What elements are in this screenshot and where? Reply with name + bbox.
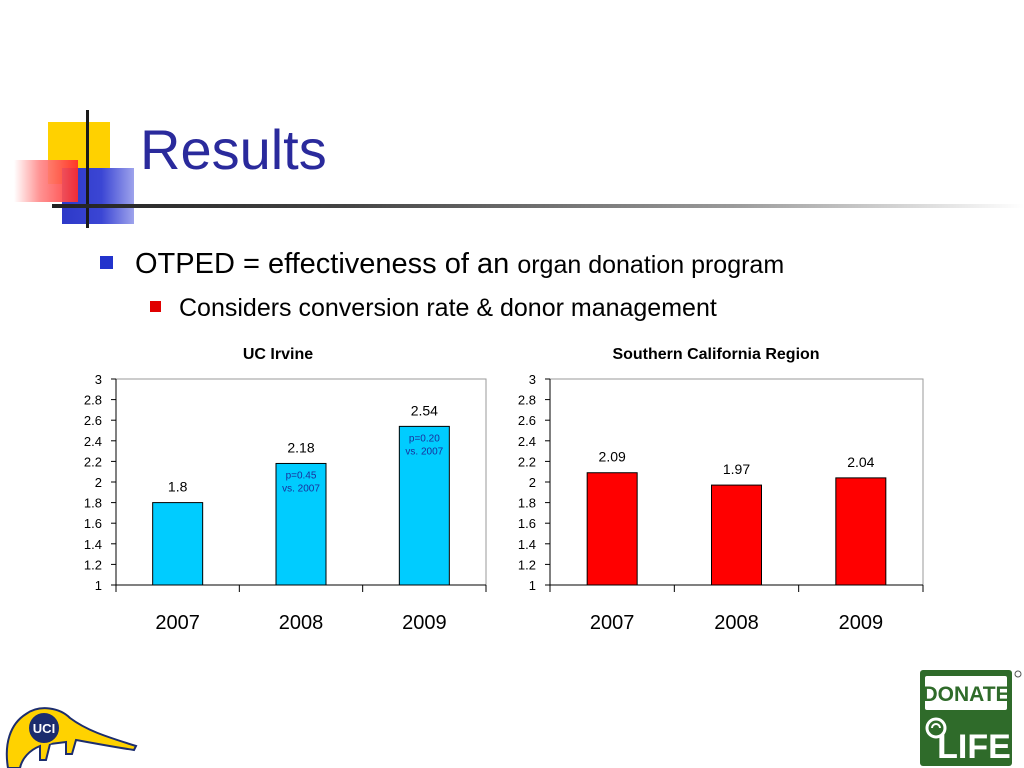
chart-1-y-tick-label: 2.2 xyxy=(84,454,102,469)
bullet-2-text: Considers conversion rate & donor manage… xyxy=(179,294,717,322)
chart-1-y-tick-label: 1.2 xyxy=(84,557,102,572)
chart-2-y-tick-label: 2.8 xyxy=(518,393,536,408)
chart-1-y-tick-label: 2.8 xyxy=(84,393,102,408)
chart-1-y-tick-label: 3 xyxy=(95,372,102,387)
chart-1-data-label: 2.18 xyxy=(287,439,314,455)
chart-2-bar xyxy=(711,484,762,586)
uci-anteater-logo: UCI xyxy=(5,707,138,768)
chart-2-y-tick-label: 1.8 xyxy=(518,496,536,511)
chart-2-y-tick-label: 1.4 xyxy=(518,537,536,552)
chart-1-data-label: 2.54 xyxy=(411,402,438,418)
slide-title: Results xyxy=(140,118,327,181)
chart-1-annotation-line-2: vs. 2007 xyxy=(282,483,320,494)
chart-1-bar xyxy=(398,425,450,586)
chart-1-data-label: 1.8 xyxy=(168,479,188,495)
chart-2-y-tick-label: 2 xyxy=(529,475,536,490)
decor-vertical-line xyxy=(86,110,89,228)
chart-2-data-label: 2.09 xyxy=(599,449,626,465)
title-underline xyxy=(52,204,1024,208)
chart-1-annotation-line-1: p=0.20 xyxy=(409,433,440,444)
bullet-1-main-text: OTPED = effectiveness of an xyxy=(135,248,510,280)
donate-text: DONATE xyxy=(922,683,1009,706)
bullet-1-rest-text: organ donation program xyxy=(517,251,785,279)
life-text: LIFE xyxy=(937,728,1011,766)
chart-1-y-tick-label: 2.6 xyxy=(84,413,102,428)
sub-bullet-square-icon xyxy=(150,301,161,312)
donate-life-logo: DONATE LIFE xyxy=(920,670,1022,766)
chart-1-y-tick-label: 2.4 xyxy=(84,434,102,449)
chart-1-y-tick-label: 1.6 xyxy=(84,516,102,531)
chart-1-x-tick-label: 2008 xyxy=(279,612,324,634)
chart-1-y-tick-label: 2 xyxy=(95,475,102,490)
chart-2-x-tick-label: 2009 xyxy=(839,612,884,634)
bullet-square-icon xyxy=(100,256,113,269)
bullet-1: OTPED = effectiveness of an organ donati… xyxy=(100,248,784,281)
chart-1-annotation-line-2: vs. 2007 xyxy=(405,446,443,457)
chart-2-y-tick-label: 3 xyxy=(529,372,536,387)
uci-logo-text: UCI xyxy=(33,721,55,736)
chart-1-y-tick-label: 1.8 xyxy=(84,496,102,511)
chart-1-y-tick-label: 1 xyxy=(95,578,102,593)
chart-2-data-label: 2.04 xyxy=(847,454,874,470)
chart-2-x-tick-label: 2008 xyxy=(714,612,759,634)
chart-1-bar xyxy=(275,462,327,586)
chart-2-title: Southern California Region xyxy=(612,346,819,363)
chart-2-y-tick-label: 1.6 xyxy=(518,516,536,531)
chart-1-x-tick-label: 2009 xyxy=(402,612,447,634)
chart-1-y-tick-label: 1.4 xyxy=(84,537,102,552)
chart-2-y-tick-label: 2.2 xyxy=(518,454,536,469)
chart-2-y-tick-label: 1 xyxy=(529,578,536,593)
bullet-2: Considers conversion rate & donor manage… xyxy=(150,294,717,323)
chart-1-annotation-line-1: p=0.45 xyxy=(286,470,317,481)
chart-2-bar xyxy=(586,472,638,586)
chart-2-data-label: 1.97 xyxy=(723,461,750,477)
chart-2-y-tick-label: 2.6 xyxy=(518,413,536,428)
chart-2-bar xyxy=(835,477,887,586)
chart-2-x-tick-label: 2007 xyxy=(590,612,635,634)
decor-red-square xyxy=(14,160,78,202)
chart-1-title: UC Irvine xyxy=(243,346,313,363)
chart-1-x-tick-label: 2007 xyxy=(155,612,200,634)
chart-2-y-tick-label: 1.2 xyxy=(518,557,536,572)
chart-2-y-tick-label: 2.4 xyxy=(518,434,536,449)
chart-1-bar xyxy=(152,502,204,586)
